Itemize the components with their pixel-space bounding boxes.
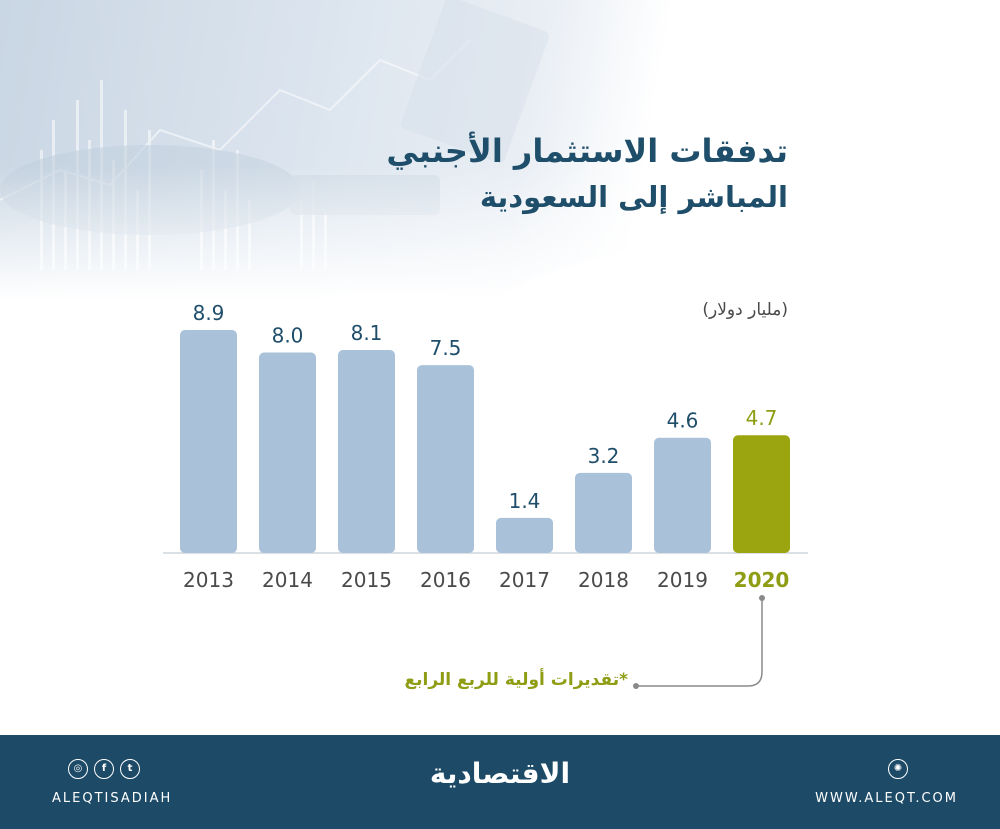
bar-chart: 8.9 8.0 8.1 7.5 1.4 3.2 4.6 4.7 2013 2014 2015 201… — [163, 301, 808, 689]
instagram-icon[interactable]: ◎ — [68, 759, 88, 779]
note-connector-line — [638, 598, 763, 687]
website-url[interactable]: WWW.ALEQT.COM — [815, 791, 958, 806]
logo: الاقتصادية — [429, 757, 571, 790]
footer-bar: ◎ f t ALEQTISADIAH الاقتصادية ✺ WWW.ALEQ… — [0, 735, 1000, 829]
tick-label-2016: 2016 — [420, 568, 471, 592]
twitter-icon[interactable]: t — [120, 759, 140, 779]
facebook-icon[interactable]: f — [94, 759, 114, 779]
tick-label-2018: 2018 — [578, 568, 629, 592]
note-connector-dot — [759, 595, 765, 601]
website-links: ✺ — [888, 759, 908, 779]
value-label-2019: 4.6 — [667, 409, 699, 433]
tick-label-2015: 2015 — [341, 568, 392, 592]
chart-title-line-2: المباشر إلى السعودية — [479, 180, 788, 214]
footnote: *تقديرات أولية للربع الرابع — [404, 670, 628, 690]
dribbble-icon[interactable]: ✺ — [888, 759, 908, 779]
bar-2020 — [733, 435, 790, 553]
bar-2017 — [496, 517, 553, 553]
bar-2013 — [180, 330, 237, 553]
note-connector-dot — [633, 683, 639, 689]
chart-title-line-1: تدفقات الاستثمار الأجنبي — [386, 132, 788, 170]
value-label-2017: 1.4 — [509, 489, 541, 513]
bar-2018 — [575, 472, 632, 553]
value-label-2020: 4.7 — [746, 406, 778, 430]
value-label-2014: 8.0 — [272, 324, 304, 348]
header-background — [0, 0, 1000, 300]
tick-label-2013: 2013 — [183, 568, 234, 592]
value-label-2016: 7.5 — [430, 336, 462, 360]
social-links: ◎ f t — [68, 759, 140, 779]
bar-2016 — [417, 365, 474, 553]
tick-label-2017: 2017 — [499, 568, 550, 592]
bar-2015 — [338, 350, 395, 553]
tick-label-2020: 2020 — [734, 568, 790, 592]
value-label-2015: 8.1 — [351, 321, 383, 345]
social-handle: ALEQTISADIAH — [52, 791, 173, 806]
tick-label-2019: 2019 — [657, 568, 708, 592]
tick-label-2014: 2014 — [262, 568, 313, 592]
value-label-2013: 8.9 — [193, 301, 225, 325]
bar-2014 — [259, 352, 316, 553]
unit-label: (مليار دولار) — [702, 300, 788, 320]
bar-2019 — [654, 437, 711, 553]
value-label-2018: 3.2 — [588, 444, 620, 468]
